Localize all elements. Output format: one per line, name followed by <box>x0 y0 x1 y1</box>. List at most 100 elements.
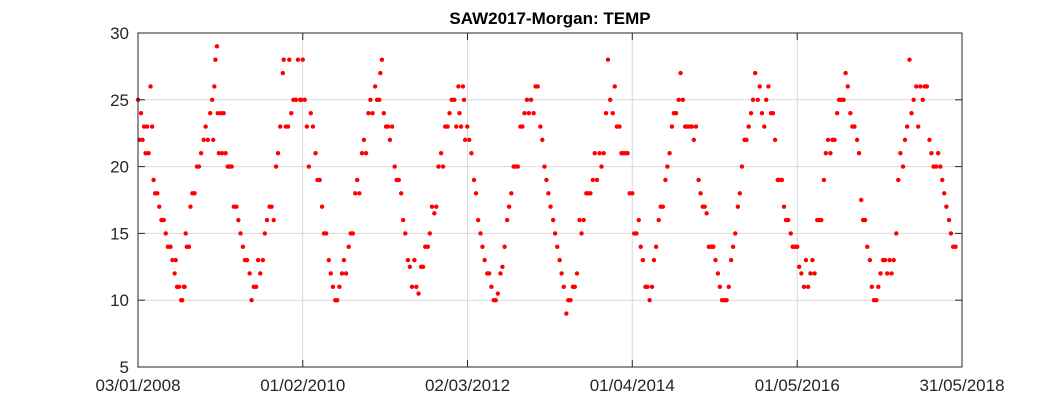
data-point <box>465 124 470 129</box>
data-point <box>335 298 340 303</box>
data-point <box>808 271 813 276</box>
data-point <box>149 124 155 129</box>
data-point <box>238 231 243 236</box>
data-point <box>223 151 228 156</box>
data-point <box>869 284 875 290</box>
data-point <box>876 284 881 290</box>
data-point <box>482 257 487 263</box>
data-point <box>878 271 883 276</box>
data-point <box>660 204 666 209</box>
data-point <box>456 84 461 89</box>
data-point <box>856 151 862 156</box>
data-point <box>702 204 707 209</box>
data-point <box>275 151 281 156</box>
data-point <box>366 110 371 116</box>
axes-box <box>137 32 963 368</box>
data-point <box>676 97 681 103</box>
data-point <box>323 231 329 236</box>
data-point <box>904 124 910 129</box>
data-points <box>135 44 958 316</box>
data-point <box>161 217 166 223</box>
data-point <box>328 271 333 276</box>
data-point <box>377 97 382 103</box>
data-point <box>894 231 899 236</box>
data-point <box>378 70 383 76</box>
data-point <box>715 271 721 276</box>
data-point <box>630 191 635 196</box>
data-point <box>770 110 776 116</box>
data-point <box>214 44 220 49</box>
data-point <box>341 257 347 263</box>
data-point <box>452 97 457 103</box>
y-tick-labels: 5 10 15 20 25 30 <box>110 24 129 377</box>
data-point <box>209 97 215 103</box>
data-point <box>678 70 683 76</box>
data-point <box>896 177 901 183</box>
data-point <box>425 244 431 249</box>
data-point <box>914 84 919 89</box>
data-point <box>916 124 921 129</box>
data-point <box>372 84 378 89</box>
data-point <box>495 291 501 296</box>
data-point <box>478 231 483 236</box>
data-point <box>370 110 375 116</box>
data-point <box>656 217 661 223</box>
data-point <box>381 110 387 116</box>
data-point <box>148 84 153 89</box>
data-point <box>907 57 912 62</box>
data-point <box>205 137 211 143</box>
data-point <box>862 217 868 223</box>
data-point <box>542 164 547 169</box>
data-point <box>475 217 481 223</box>
data-point <box>828 151 833 156</box>
data-point <box>460 84 466 89</box>
data-point <box>552 231 558 236</box>
data-point <box>163 231 168 236</box>
data-point <box>750 97 756 103</box>
data-point <box>696 177 701 183</box>
data-point <box>540 137 545 143</box>
data-point <box>438 151 444 156</box>
y-tick-label: 30 <box>110 24 129 43</box>
data-point <box>544 177 549 183</box>
data-point <box>434 204 439 209</box>
data-point <box>733 231 738 236</box>
data-point <box>885 271 890 276</box>
y-tick-label: 25 <box>110 91 129 110</box>
data-point <box>579 231 584 236</box>
data-point <box>157 204 162 209</box>
data-point <box>577 217 582 223</box>
data-point <box>832 137 837 143</box>
data-point <box>357 191 362 196</box>
data-point <box>493 298 498 303</box>
data-point <box>350 231 356 236</box>
data-point <box>882 257 888 263</box>
data-point <box>762 124 767 129</box>
data-point <box>313 151 318 156</box>
data-point <box>889 271 894 276</box>
data-point <box>810 257 815 263</box>
data-point <box>555 244 560 249</box>
data-point <box>280 70 286 76</box>
data-point <box>636 217 641 223</box>
data-point <box>293 97 299 103</box>
data-point <box>420 264 426 269</box>
data-point <box>841 97 846 103</box>
data-point <box>728 257 734 263</box>
data-point <box>289 110 294 116</box>
data-point <box>574 271 580 276</box>
data-point <box>502 244 507 249</box>
y-tick-label: 15 <box>110 224 129 243</box>
data-point <box>445 124 450 129</box>
data-point <box>548 204 553 209</box>
data-point <box>746 124 751 129</box>
data-point <box>330 284 336 290</box>
data-point <box>271 217 276 223</box>
data-point <box>392 164 397 169</box>
y-tick-label: 10 <box>110 291 129 310</box>
data-point <box>196 164 202 169</box>
data-point <box>524 97 530 103</box>
data-point <box>610 110 615 116</box>
data-point <box>168 244 173 249</box>
data-point <box>667 151 672 156</box>
